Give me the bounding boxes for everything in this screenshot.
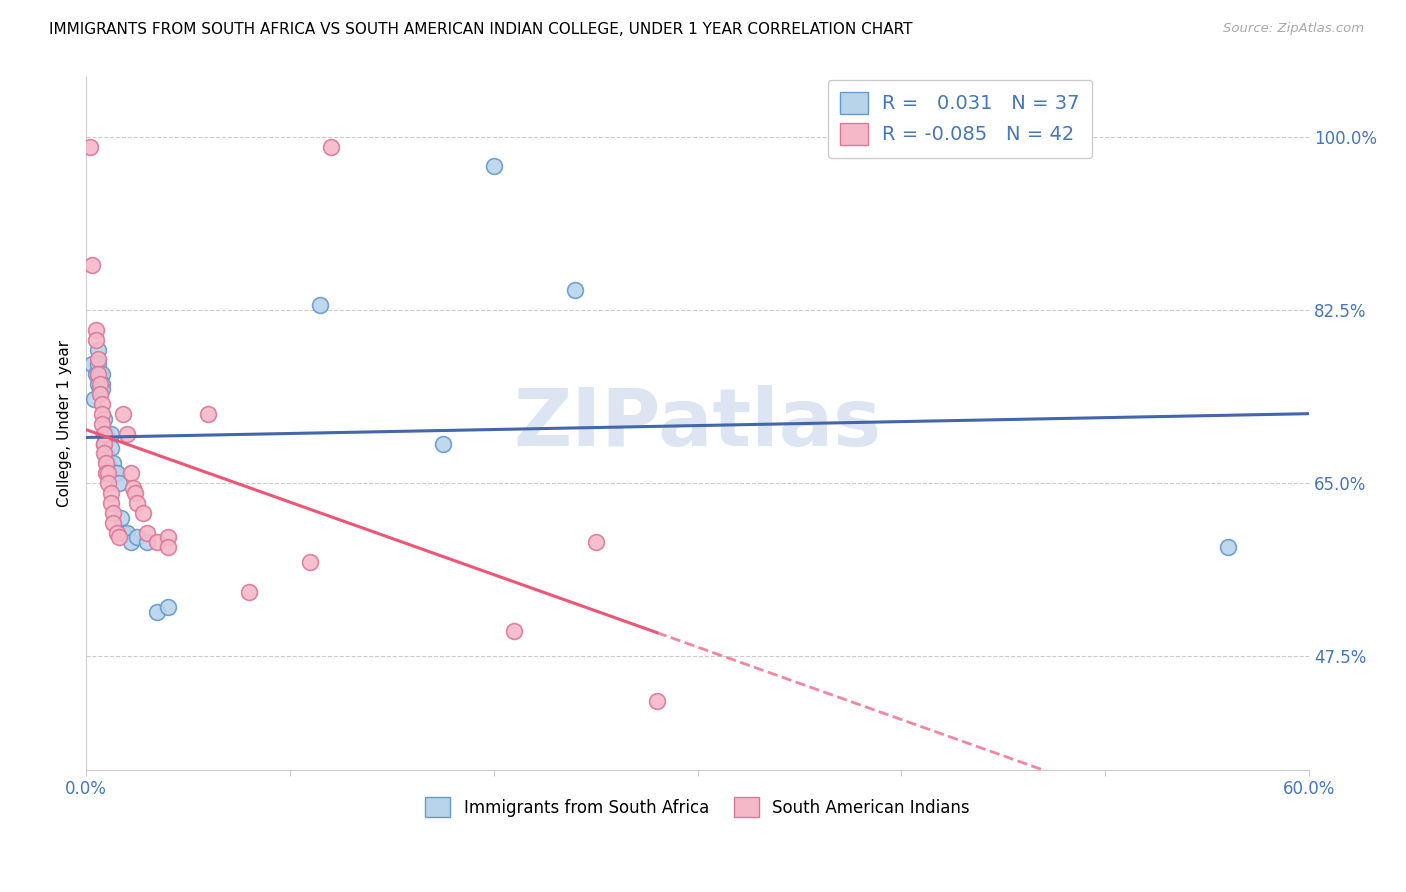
Point	[101, 456, 124, 470]
Point	[93, 426, 115, 441]
Point	[96, 426, 118, 441]
Point	[197, 407, 219, 421]
Legend: Immigrants from South Africa, South American Indians: Immigrants from South Africa, South Amer…	[419, 790, 977, 824]
Point	[79, 139, 101, 153]
Point	[100, 486, 122, 500]
Point	[89, 368, 111, 382]
Point	[93, 426, 115, 441]
Point	[91, 417, 114, 431]
Point	[110, 510, 132, 524]
Point	[482, 160, 505, 174]
Point	[93, 411, 115, 425]
Point	[503, 624, 526, 639]
Point	[101, 506, 124, 520]
Text: IMMIGRANTS FROM SOUTH AFRICA VS SOUTH AMERICAN INDIAN COLLEGE, UNDER 1 YEAR CORR: IMMIGRANTS FROM SOUTH AFRICA VS SOUTH AM…	[49, 22, 912, 37]
Point	[585, 535, 607, 549]
Point	[82, 259, 104, 273]
Point	[105, 466, 128, 480]
Point	[96, 446, 118, 460]
Point	[432, 436, 454, 450]
Text: ZIPatlas: ZIPatlas	[513, 384, 882, 463]
Point	[645, 694, 668, 708]
Point	[125, 496, 148, 510]
Point	[87, 368, 110, 382]
Point	[91, 377, 114, 392]
Point	[93, 436, 115, 450]
Point	[122, 481, 145, 495]
Point	[87, 357, 110, 371]
Point	[1216, 541, 1239, 555]
Point	[120, 466, 142, 480]
Point	[111, 407, 134, 421]
Point	[89, 377, 111, 392]
Point	[96, 466, 118, 480]
Point	[100, 426, 122, 441]
Point	[101, 516, 124, 530]
Point	[107, 476, 129, 491]
Point	[97, 456, 120, 470]
Point	[96, 456, 118, 470]
Point	[107, 531, 129, 545]
Point	[89, 387, 111, 401]
Point	[84, 368, 107, 382]
Point	[238, 585, 260, 599]
Point	[156, 541, 179, 555]
Point	[156, 599, 179, 614]
Point	[146, 535, 169, 549]
Point	[82, 357, 104, 371]
Point	[87, 352, 110, 367]
Point	[124, 486, 146, 500]
Y-axis label: College, Under 1 year: College, Under 1 year	[58, 340, 72, 508]
Point	[93, 436, 115, 450]
Point	[87, 377, 110, 392]
Point	[136, 525, 159, 540]
Point	[115, 525, 138, 540]
Point	[91, 368, 114, 382]
Point	[105, 525, 128, 540]
Point	[97, 476, 120, 491]
Point	[299, 555, 322, 569]
Point	[156, 531, 179, 545]
Point	[93, 446, 115, 460]
Point	[97, 466, 120, 480]
Point	[91, 382, 114, 396]
Point	[87, 368, 110, 382]
Point	[319, 139, 342, 153]
Point	[132, 506, 155, 520]
Point	[89, 382, 111, 396]
Point	[83, 392, 105, 406]
Point	[100, 442, 122, 456]
Point	[125, 531, 148, 545]
Point	[564, 283, 586, 297]
Point	[136, 535, 159, 549]
Point	[309, 298, 332, 312]
Point	[146, 605, 169, 619]
Point	[111, 525, 134, 540]
Point	[84, 333, 107, 347]
Point	[104, 466, 127, 480]
Point	[100, 496, 122, 510]
Point	[115, 426, 138, 441]
Point	[84, 323, 107, 337]
Point	[120, 535, 142, 549]
Point	[91, 397, 114, 411]
Text: Source: ZipAtlas.com: Source: ZipAtlas.com	[1223, 22, 1364, 36]
Point	[87, 343, 110, 357]
Point	[91, 407, 114, 421]
